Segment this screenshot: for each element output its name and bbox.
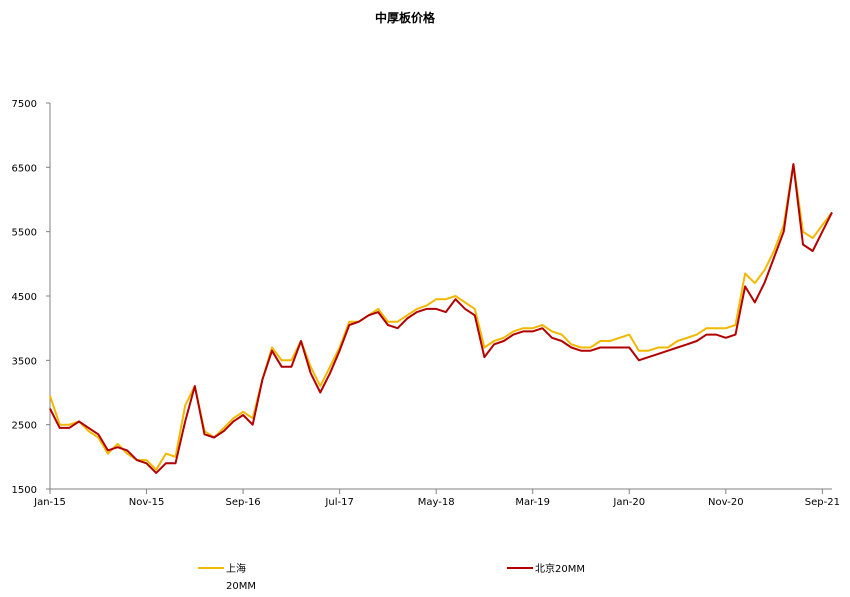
y-tick-label: 2500 bbox=[12, 421, 37, 432]
x-tick-label: Jul-17 bbox=[324, 497, 353, 508]
x-tick-label: Sep-16 bbox=[225, 497, 260, 508]
x-tick-label: Nov-15 bbox=[129, 497, 165, 508]
chart-title: 中厚板价格 bbox=[375, 10, 436, 25]
y-tick-label: 7500 bbox=[12, 99, 37, 110]
series-line-0 bbox=[49, 163, 833, 471]
y-tick-label: 5500 bbox=[12, 228, 37, 239]
y-tick-label: 6500 bbox=[12, 163, 37, 174]
x-tick-label: Jan-20 bbox=[612, 497, 645, 508]
x-tick-label: Sep-21 bbox=[805, 497, 840, 508]
y-tick-label: 4500 bbox=[12, 292, 37, 303]
x-tick-label: Nov-20 bbox=[708, 497, 744, 508]
y-tick-label: 1500 bbox=[12, 485, 37, 496]
legend-label-0-line2: 20MM bbox=[226, 581, 256, 592]
legend-label-0: 上海 bbox=[226, 562, 246, 575]
x-tick-label: May-18 bbox=[418, 497, 455, 508]
y-tick-label: 3500 bbox=[12, 356, 37, 367]
x-tick-label: Mar-19 bbox=[515, 497, 550, 508]
legend: 上海 20MM 北京20MM bbox=[198, 562, 585, 592]
legend-label-1: 北京20MM bbox=[535, 562, 585, 575]
series-line-1 bbox=[49, 163, 833, 474]
x-tick-label: Jan-15 bbox=[33, 497, 66, 508]
